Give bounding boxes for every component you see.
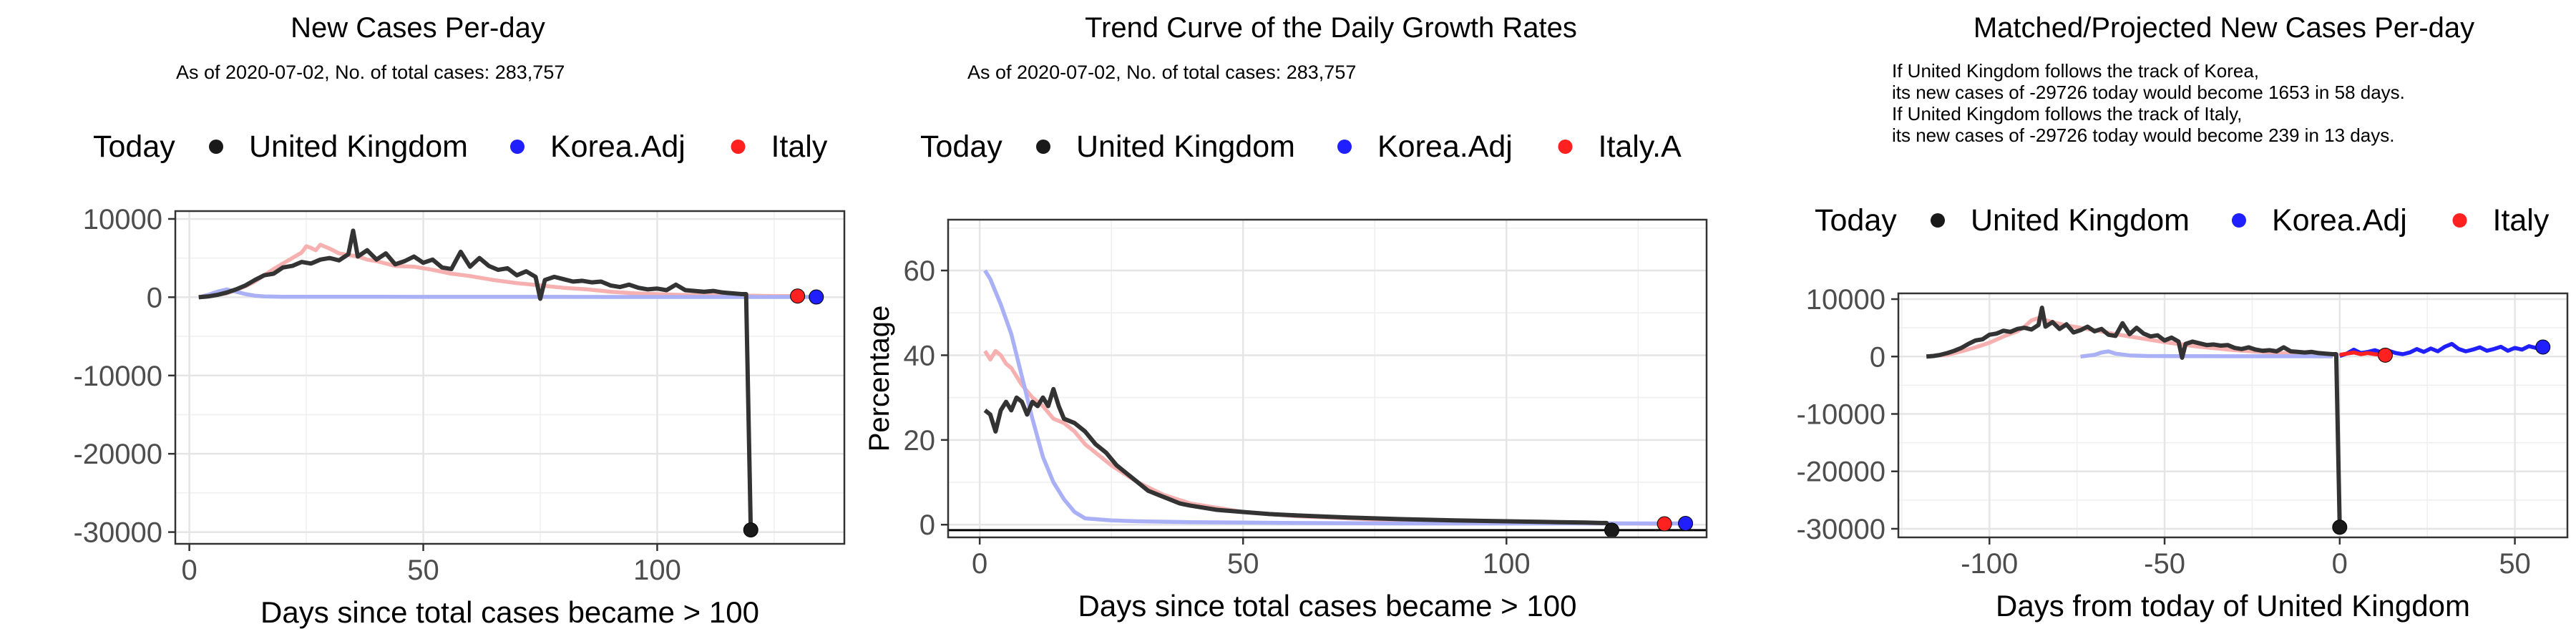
y-tick-label: 20 [904,425,936,457]
legend-label: Italy [2493,203,2550,238]
panel-border [174,210,846,545]
series-line [983,269,1686,526]
projection-note: its new cases of -29726 today would beco… [1892,125,2394,146]
x-tick-label: 50 [1227,548,1259,580]
y-tick-label: 0 [919,509,935,541]
today-point [1678,515,1694,531]
legend-label: Korea.Adj [1377,130,1513,164]
projection-note: If United Kingdom follows the track of K… [1892,60,2259,82]
y-tick-label: -20000 [1796,457,1885,488]
legend-swatch [731,140,746,154]
series-line [2338,341,2544,358]
legend-label: Italy [771,130,828,164]
legend-title: Today [1815,203,1897,238]
x-axis-label: Days from today of United Kingdom [1996,589,2470,623]
legend-label: United Kingdom [1971,203,2190,238]
legend-label: United Kingdom [1076,130,1295,164]
legend-label: Italy.A [1599,130,1682,164]
legend-title: Today [920,130,1002,164]
y-tick-label: 10000 [83,204,162,235]
chart-2: Trend Curve of the Daily Growth Rates As … [864,12,1708,623]
x-tick-label: 0 [2332,548,2348,580]
today-point [743,522,758,538]
x-tick-label: -50 [2144,548,2185,580]
x-tick-label: 0 [181,555,197,586]
y-tick-label: 60 [904,255,936,287]
x-tick-label: -100 [1961,548,2018,580]
chart-title: New Cases Per-day [291,12,545,44]
x-axis-label: Days since total cases became > 100 [1078,589,1577,623]
y-tick-label: 40 [904,340,936,371]
y-tick-label: -20000 [73,439,162,470]
legend-title: Today [93,130,175,164]
x-tick-label: 0 [972,548,987,580]
y-tick-label: -10000 [73,361,162,392]
series-line [2080,349,2333,359]
y-tick-label: -10000 [1796,399,1885,430]
legend-swatch [1337,140,1352,154]
chart-subtitle: As of 2020-07-02, No. of total cases: 28… [967,62,1356,83]
today-point [790,288,806,304]
chart-3: Matched/Projected New Cases Per-day If Un… [1796,12,2569,623]
today-point [2377,347,2393,363]
x-tick-label: 50 [2499,548,2531,580]
series-line [1926,306,2342,527]
chart-title: Matched/Projected New Cases Per-day [1974,12,2474,44]
series-line [1926,316,2326,359]
panel-border [1897,292,2569,539]
plot-panel [948,220,1707,537]
legend: Today United Kingdom Korea.Adj Italy [1815,203,2550,238]
y-axis-label: Percentage [864,306,895,452]
chart-1: New Cases Per-day As of 2020-07-02, No. o… [73,12,846,629]
plot-panel [1898,293,2567,537]
panel-border [947,218,1708,539]
legend: Today United Kingdom Korea.Adj Italy [93,130,828,164]
projection-note: If United Kingdom follows the track of I… [1892,103,2242,125]
legend-label: United Kingdom [249,130,468,164]
y-tick-label: -30000 [1796,514,1885,545]
series-line [983,386,1614,532]
legend-swatch [510,140,525,154]
series-line [198,243,798,300]
x-tick-label: 100 [633,555,681,586]
x-axis-label: Days since total cases became > 100 [260,595,759,629]
legend-swatch [209,140,223,154]
legend-label: Korea.Adj [2272,203,2407,238]
legend-swatch [2232,213,2246,228]
chart-title: Trend Curve of the Daily Growth Rates [1085,12,1577,44]
plot-panel [175,211,844,544]
legend: Today United Kingdom Korea.Adj Italy.A [920,130,1682,164]
legend-swatch [1558,140,1573,154]
y-tick-label: 0 [1870,341,1885,373]
today-point [2332,519,2348,535]
today-point [809,289,824,305]
legend-swatch [1036,140,1050,154]
legend-label: Korea.Adj [550,130,686,164]
x-tick-label: 100 [1483,548,1531,580]
legend-swatch [2452,213,2467,228]
today-point [1604,522,1619,538]
y-tick-label: 10000 [1806,284,1885,316]
today-point [1657,516,1672,532]
y-tick-label: 0 [147,282,162,313]
legend-swatch [1931,213,1945,228]
x-tick-label: 50 [407,555,439,586]
projection-note: its new cases of -29726 today would beco… [1892,82,2405,103]
chart-subtitle: As of 2020-07-02, No. of total cases: 28… [176,62,565,83]
y-tick-label: -30000 [73,517,162,549]
series-line [198,228,753,530]
today-point [2535,339,2551,355]
